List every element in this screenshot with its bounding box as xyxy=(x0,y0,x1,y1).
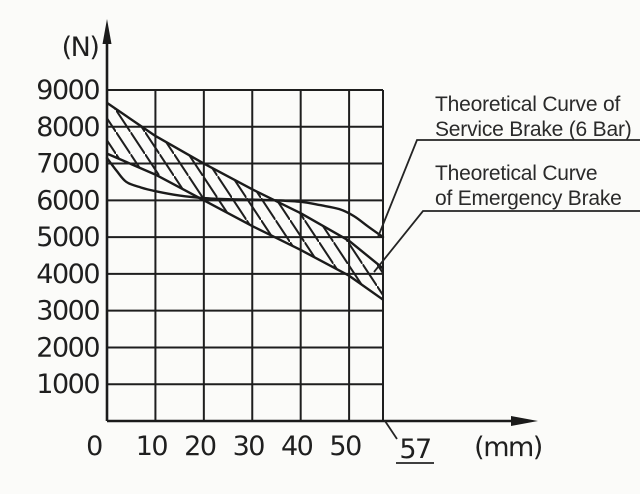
x-axis-unit-label: (mm) xyxy=(474,432,542,463)
y-tick-label: 6000 xyxy=(36,185,99,216)
annotation-service-brake-line-2: Service Brake (6 Bar) xyxy=(435,118,632,141)
x-tick-label: 30 xyxy=(233,431,265,462)
x-max-value-label: 57 xyxy=(399,434,430,465)
x-tick-label: 40 xyxy=(281,431,313,462)
y-tick-label: 4000 xyxy=(36,259,99,290)
emergency-brake-band xyxy=(106,101,384,301)
x-tick-label: 50 xyxy=(329,431,361,462)
annotation-emergency-brake-line-2: of Emergency Brake xyxy=(435,187,622,210)
annotation-service-brake-line-1: Theoretical Curve of xyxy=(435,93,620,116)
x-tick-label: 10 xyxy=(136,431,168,462)
y-tick-label: 1000 xyxy=(36,369,99,400)
service-brake-curve-path xyxy=(105,156,385,239)
band-hatch-fill xyxy=(107,102,383,300)
y-tick-label: 9000 xyxy=(36,75,99,106)
y-axis-unit-label: (N) xyxy=(62,32,99,63)
annotation-leader-lines xyxy=(373,139,640,464)
y-tick-label: 7000 xyxy=(36,149,99,180)
emergency-brake-leader-line xyxy=(373,210,640,273)
y-tick-label: 8000 xyxy=(36,112,99,143)
axes xyxy=(102,19,538,426)
x-max-leader-line xyxy=(384,420,398,440)
tick-labels: 1000 2000 3000 4000 5000 6000 7000 8000 9000 0 10 2… xyxy=(36,75,362,462)
y-tick-label: 3000 xyxy=(36,296,99,327)
service-brake-curve xyxy=(105,156,385,239)
annotation-emergency-brake-line-1: Theoretical Curve xyxy=(435,162,597,185)
y-tick-label: 2000 xyxy=(36,332,99,363)
x-axis-arrow-icon xyxy=(511,416,538,426)
x-tick-label: 20 xyxy=(184,431,216,462)
y-axis-arrow-icon xyxy=(102,19,112,44)
y-tick-label: 5000 xyxy=(36,222,99,253)
band-upper-edge xyxy=(106,101,384,270)
service-brake-leader-line xyxy=(377,139,640,238)
x-tick-label: 0 xyxy=(86,431,102,462)
band-lower-edge xyxy=(106,152,384,301)
